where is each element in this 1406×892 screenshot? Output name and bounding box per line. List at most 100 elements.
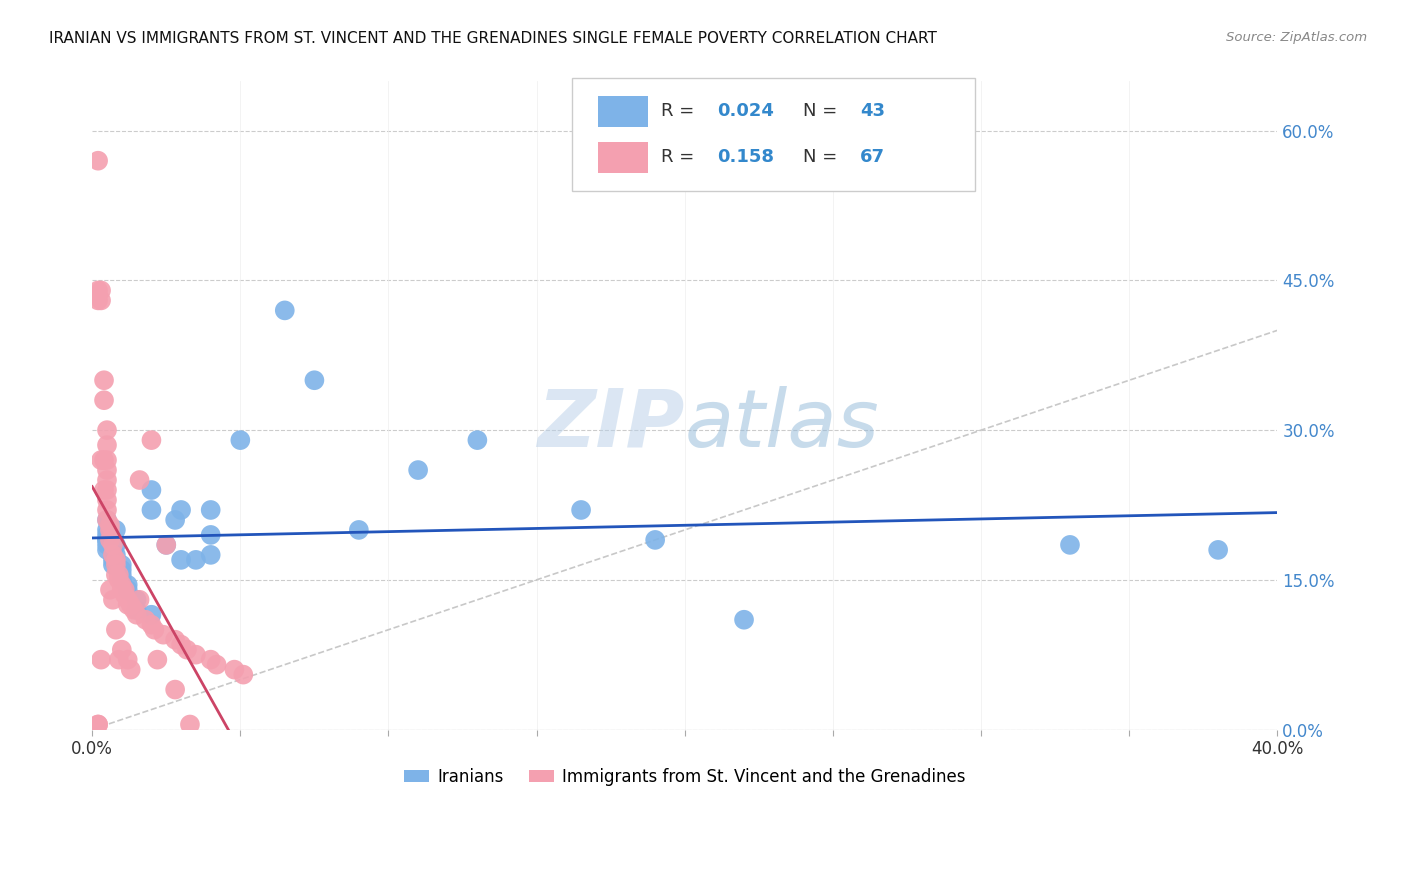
Point xyxy=(200,528,222,542)
Point xyxy=(96,453,118,467)
Text: 67: 67 xyxy=(860,148,886,167)
Point xyxy=(104,567,127,582)
Point xyxy=(184,553,207,567)
Point xyxy=(96,523,118,537)
Point xyxy=(96,438,118,452)
Point xyxy=(120,598,142,612)
Point xyxy=(467,433,489,447)
Point xyxy=(120,663,142,677)
Point xyxy=(104,523,127,537)
Point xyxy=(125,592,148,607)
Point xyxy=(141,433,163,447)
Point xyxy=(125,603,148,617)
Point xyxy=(141,607,163,622)
Point xyxy=(111,578,134,592)
Point xyxy=(406,463,429,477)
Point xyxy=(304,373,326,387)
Point xyxy=(96,513,118,527)
Point xyxy=(111,558,134,572)
Point xyxy=(111,582,134,597)
Point xyxy=(141,617,163,632)
Text: 0.024: 0.024 xyxy=(717,103,773,120)
Point xyxy=(229,433,252,447)
Point xyxy=(165,682,187,697)
Point xyxy=(644,533,666,547)
Point xyxy=(101,558,124,572)
Point xyxy=(200,548,222,562)
Point xyxy=(96,463,118,477)
Point xyxy=(114,582,136,597)
Point xyxy=(104,553,127,567)
Text: IRANIAN VS IMMIGRANTS FROM ST. VINCENT AND THE GRENADINES SINGLE FEMALE POVERTY : IRANIAN VS IMMIGRANTS FROM ST. VINCENT A… xyxy=(49,31,936,46)
Point xyxy=(90,453,112,467)
Point xyxy=(155,538,177,552)
Point xyxy=(111,567,134,582)
Point xyxy=(104,558,127,572)
Text: 43: 43 xyxy=(860,103,886,120)
Point xyxy=(104,548,127,562)
Point xyxy=(141,503,163,517)
Text: atlas: atlas xyxy=(685,385,880,464)
Point xyxy=(101,548,124,562)
Point xyxy=(733,613,755,627)
Point xyxy=(125,607,148,622)
Point xyxy=(101,538,124,552)
Point xyxy=(104,623,127,637)
Point xyxy=(93,393,115,408)
Point xyxy=(117,578,139,592)
Point xyxy=(108,653,131,667)
Point xyxy=(143,623,166,637)
Point xyxy=(122,603,145,617)
Point xyxy=(96,423,118,437)
Point xyxy=(184,648,207,662)
Point xyxy=(98,523,121,537)
Text: N =: N = xyxy=(803,148,844,167)
Point xyxy=(205,657,228,672)
Text: Source: ZipAtlas.com: Source: ZipAtlas.com xyxy=(1226,31,1367,45)
Point xyxy=(87,293,110,308)
Point xyxy=(96,528,118,542)
Text: R =: R = xyxy=(661,103,700,120)
FancyBboxPatch shape xyxy=(572,78,976,191)
Point xyxy=(96,503,118,517)
Point xyxy=(96,473,118,487)
Point xyxy=(96,542,118,557)
Point xyxy=(1206,542,1229,557)
Point xyxy=(224,663,246,677)
Point xyxy=(170,553,193,567)
Text: R =: R = xyxy=(661,148,700,167)
Point xyxy=(93,373,115,387)
Point xyxy=(108,573,131,587)
Point xyxy=(93,483,115,497)
Point xyxy=(179,717,201,731)
Point xyxy=(111,573,134,587)
Point xyxy=(117,653,139,667)
Point xyxy=(141,483,163,497)
Point xyxy=(134,613,156,627)
Point xyxy=(176,642,198,657)
Point xyxy=(111,642,134,657)
Point xyxy=(96,483,118,497)
Legend: Iranians, Immigrants from St. Vincent and the Grenadines: Iranians, Immigrants from St. Vincent an… xyxy=(398,761,972,792)
Point xyxy=(96,533,118,547)
Point xyxy=(98,533,121,547)
Point xyxy=(101,548,124,562)
Point xyxy=(90,284,112,298)
Point xyxy=(96,513,118,527)
Point xyxy=(200,503,222,517)
Point xyxy=(170,503,193,517)
Point xyxy=(200,653,222,667)
Point xyxy=(117,582,139,597)
Point xyxy=(87,717,110,731)
Text: ZIP: ZIP xyxy=(537,385,685,464)
Point xyxy=(117,592,139,607)
Point xyxy=(155,538,177,552)
Point xyxy=(87,153,110,168)
Text: 0.158: 0.158 xyxy=(717,148,773,167)
Point xyxy=(128,473,150,487)
FancyBboxPatch shape xyxy=(599,95,648,127)
Point xyxy=(165,513,187,527)
Point xyxy=(232,667,254,681)
Point xyxy=(170,638,193,652)
Point xyxy=(128,592,150,607)
